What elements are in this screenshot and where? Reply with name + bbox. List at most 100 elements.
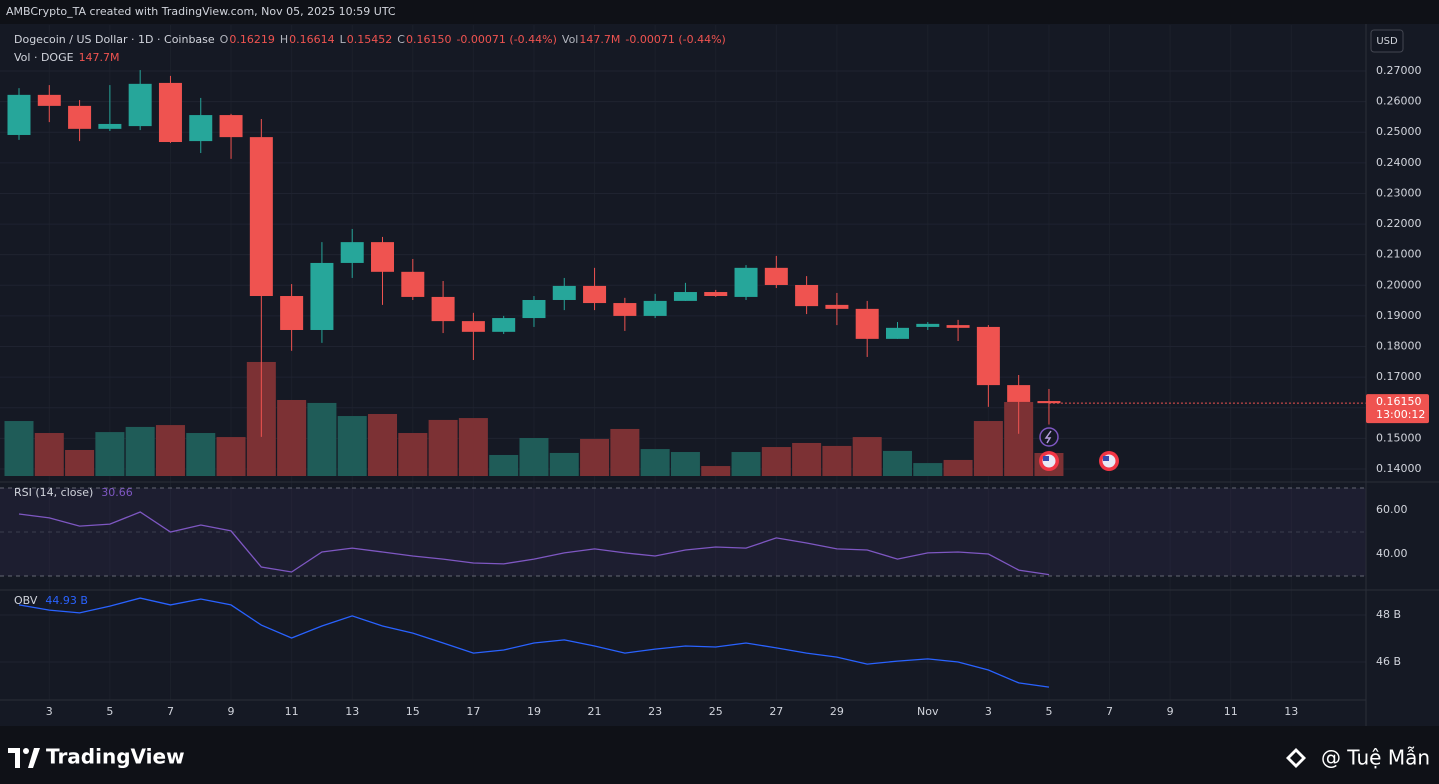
volume-bar (792, 442, 822, 476)
volume-bar (368, 414, 398, 476)
volume-bar (95, 432, 125, 476)
brand-logo (8, 748, 40, 768)
volume-bar (4, 421, 34, 476)
y-tick-label: 0.14000 (1376, 462, 1422, 475)
candle-body (461, 321, 485, 332)
y-tick-label: 0.23000 (1376, 186, 1422, 199)
volume-bar (822, 445, 852, 476)
x-tick-label: 5 (1045, 705, 1052, 718)
volume-bar (610, 428, 640, 476)
y-tick-label: 0.22000 (1376, 217, 1422, 230)
candle-body (68, 105, 92, 129)
flag-glyph (1103, 456, 1109, 461)
currency[interactable]: USD (1376, 36, 1398, 47)
credit: AMBCrypto_TA created with TradingView.co… (6, 5, 396, 18)
legend-value: 0.15452 (346, 33, 393, 46)
volume-bar (549, 452, 579, 476)
volume-bar (701, 466, 731, 476)
candle-body (128, 83, 152, 127)
countdown: 13:00:12 (1376, 408, 1425, 421)
legend-value: 0.16219 (229, 33, 275, 46)
candle-body (795, 284, 819, 307)
volume-bar (307, 402, 337, 476)
y-tick-label: 0.24000 (1376, 156, 1422, 169)
symbol: Dogecoin / US Dollar · 1D · Coinbase (14, 33, 215, 46)
legend-value: 0.16150 (405, 33, 452, 46)
y-tick-label: 0.15000 (1376, 431, 1422, 444)
y-tick-label: 0.25000 (1376, 125, 1422, 138)
y-tick-label: 46 B (1376, 655, 1401, 668)
volume-bar (337, 416, 367, 476)
watermark: @ Tuệ Mẫn (1321, 746, 1430, 770)
candle-body (7, 94, 31, 135)
candle-body (885, 327, 909, 339)
legend-key: L (339, 33, 346, 46)
y-tick-label: 60.00 (1376, 503, 1408, 516)
x-tick-label: 3 (985, 705, 992, 718)
x-tick-label: 17 (466, 705, 480, 718)
candle-body (371, 242, 395, 272)
candle-body (219, 115, 243, 138)
y-tick-label: 0.18000 (1376, 340, 1422, 353)
x-tick-label: 5 (106, 705, 113, 718)
volume-bar (186, 433, 216, 476)
y-tick-label: 0.26000 (1376, 95, 1422, 108)
legend-key: O (219, 33, 229, 46)
y-tick-label: 0.19000 (1376, 309, 1422, 322)
y-tick-label: 0.27000 (1376, 64, 1422, 77)
volume-bar (458, 418, 488, 476)
x-tick-label: 21 (588, 705, 602, 718)
x-tick-label: 9 (228, 705, 235, 718)
legend-key: H (279, 33, 289, 46)
candle-body (552, 285, 576, 300)
x-tick-label: 13 (345, 705, 359, 718)
y-tick-label: 0.17000 (1376, 370, 1422, 383)
legend-change: -0.00071 (-0.44%) (625, 33, 726, 46)
candle-body (1007, 385, 1031, 402)
legend: Dogecoin / US Dollar · 1D · Coinbase O 0.… (14, 33, 726, 46)
x-tick-label: 9 (1167, 705, 1174, 718)
candle-body (98, 123, 122, 129)
y-tick-label: 0.21000 (1376, 248, 1422, 261)
legend-value: 0.16614 (289, 33, 335, 46)
candle-body (431, 296, 455, 322)
x-tick-label: 3 (46, 705, 53, 718)
candle-body (401, 271, 425, 297)
rsi-band (0, 488, 1366, 577)
volume-bar (428, 419, 458, 476)
x-tick-label: 13 (1284, 705, 1298, 718)
watermark-icon (1286, 748, 1306, 768)
volume-bar (670, 452, 700, 476)
indicator-name: OBV (14, 594, 38, 607)
candle-body (704, 292, 728, 297)
indicator-value: 30.66 (101, 486, 133, 499)
y-tick-label: 48 B (1376, 608, 1401, 621)
volume-bar (852, 437, 882, 476)
volume-bar (761, 447, 791, 476)
legend-change: -0.00071 (-0.44%) (456, 33, 557, 46)
x-tick-label: 15 (406, 705, 420, 718)
volume-bar (155, 425, 185, 476)
candle-body (249, 137, 273, 297)
volume-bar (398, 433, 428, 476)
candle-body (1037, 401, 1061, 404)
indicator-line (18, 597, 1050, 688)
volume-label: Vol · DOGE (14, 51, 74, 64)
currency-box[interactable] (1370, 29, 1404, 53)
volume-bar (125, 426, 155, 476)
candle-body (825, 304, 849, 309)
x-tick-label: 11 (285, 705, 299, 718)
volume-bar (65, 449, 95, 476)
event-icon[interactable] (1039, 427, 1059, 447)
volume-value: 147.7M (78, 51, 120, 64)
chart-area (0, 24, 1439, 726)
volume-bar (640, 449, 670, 476)
legend-value: 147.7M (579, 33, 621, 46)
legend-key: Vol (561, 33, 579, 46)
volume-bar (731, 452, 761, 476)
candle-body (916, 323, 940, 327)
candle-body (734, 267, 758, 297)
brand: TradingView (46, 745, 185, 769)
x-tick-label: 29 (830, 705, 844, 718)
